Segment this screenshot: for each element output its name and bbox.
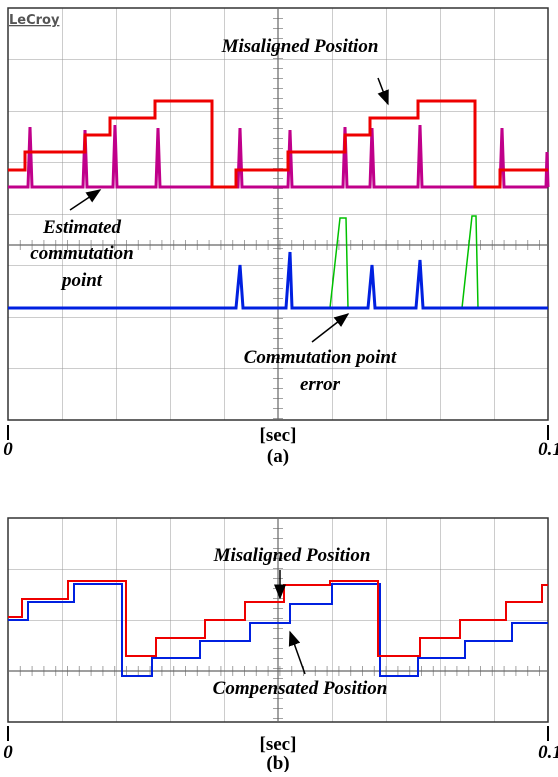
- brand: LeCroy: [9, 13, 60, 28]
- annotation: commutation: [30, 243, 133, 264]
- x-end: 0.1: [538, 742, 558, 763]
- annotation: error: [300, 374, 341, 395]
- annotation: Commutation point: [244, 347, 397, 368]
- annotation: Compensated Position: [213, 678, 388, 699]
- x-label: [sec]: [260, 734, 297, 755]
- caption: (b): [266, 753, 289, 772]
- scope-screen-b: Misaligned Position Compensated Position: [8, 518, 548, 722]
- caption: (a): [267, 446, 289, 467]
- x-start: 0: [3, 439, 13, 460]
- annotation: Estimated: [42, 217, 122, 238]
- annotation: Misaligned Position: [213, 545, 371, 566]
- figure: LeCroy Misaligned Position Estimated com…: [0, 0, 558, 772]
- x-start: 0: [3, 742, 13, 763]
- x-end: 0.1: [538, 439, 558, 460]
- annotation: Misaligned Position: [221, 36, 379, 57]
- scope-screen-a: LeCroy Misaligned Position Estimated com…: [8, 8, 548, 420]
- page: {"panel_a": {"brand": "LeCroy", "misalig…: [0, 0, 558, 772]
- annotation: point: [60, 270, 103, 291]
- x-label: [sec]: [260, 425, 297, 446]
